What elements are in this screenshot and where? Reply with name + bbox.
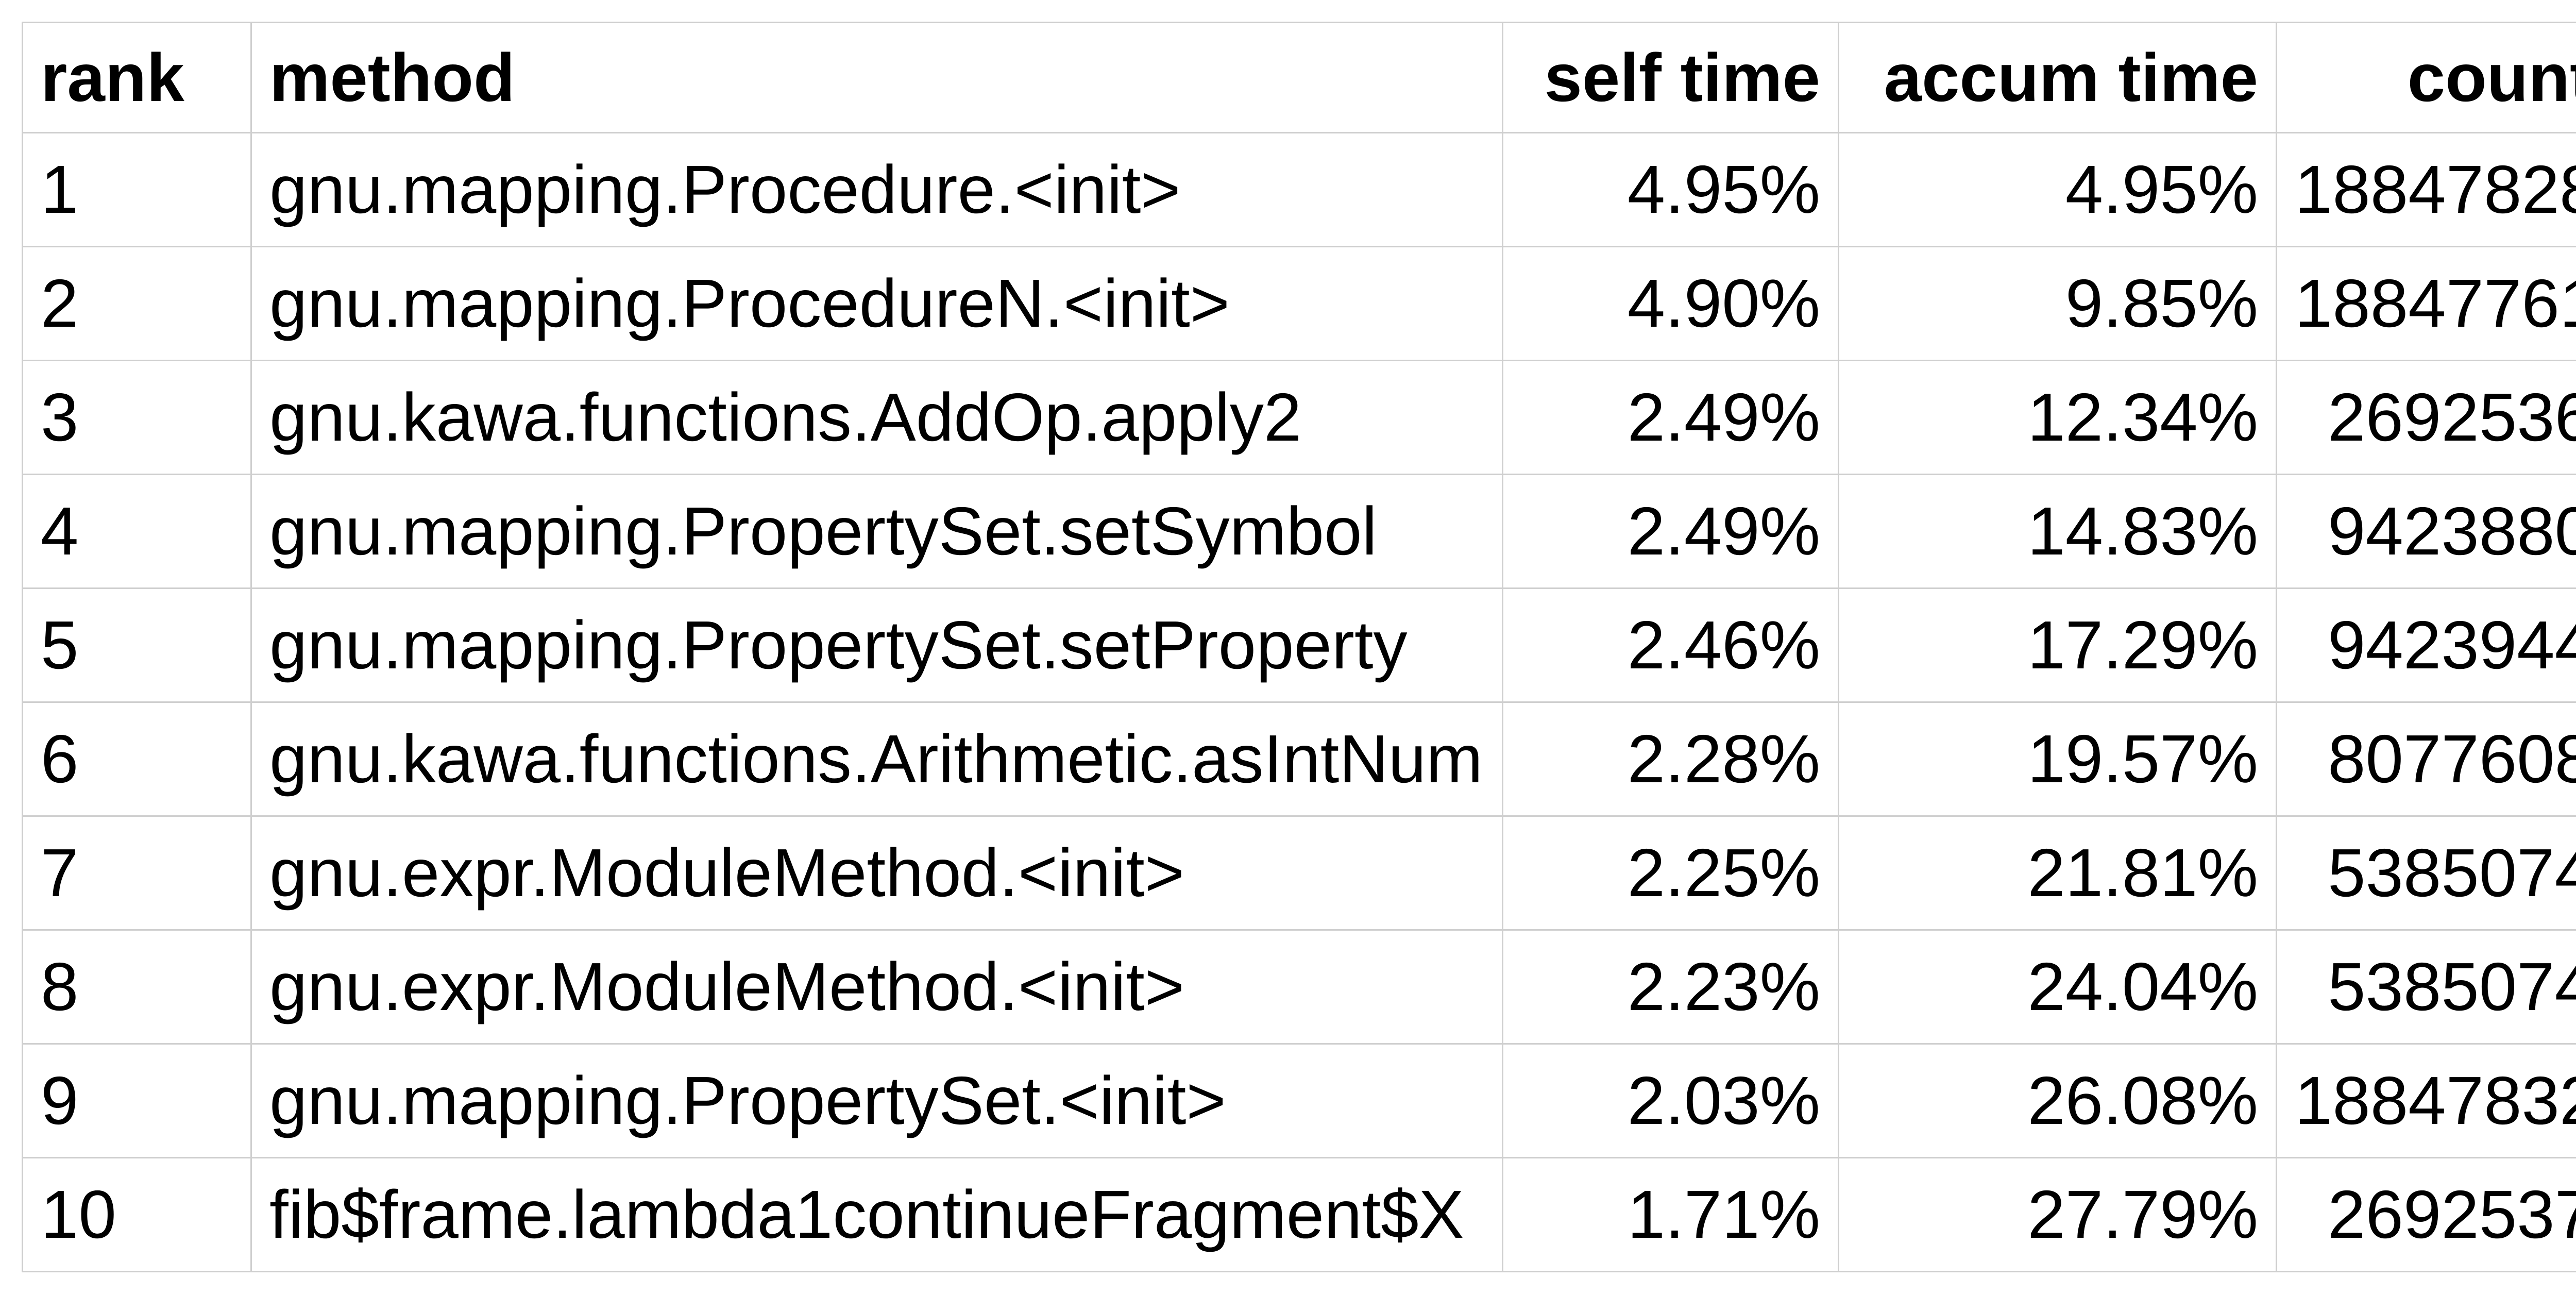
count-cell: 18847828 — [2276, 132, 2576, 247]
table-row: 3 gnu.kawa.functions.AddOp.apply2 2.49% … — [22, 360, 2576, 475]
rank-cell: 9 — [22, 1043, 252, 1158]
count-cell: 18847832 — [2276, 1043, 2576, 1158]
column-header-count: count — [2276, 22, 2576, 133]
table-row: 2 gnu.mapping.ProcedureN.<init> 4.90% 9.… — [22, 246, 2576, 361]
method-cell: gnu.mapping.Procedure.<init> — [250, 132, 1503, 247]
accum-time-cell: 17.29% — [1838, 587, 2277, 703]
rank-cell: 3 — [22, 360, 252, 475]
method-cell: gnu.mapping.ProcedureN.<init> — [250, 246, 1503, 361]
self-time-cell: 2.46% — [1502, 587, 1839, 703]
method-cell: gnu.kawa.functions.Arithmetic.asIntNum — [250, 701, 1503, 817]
rank-cell: 5 — [22, 587, 252, 703]
method-cell: gnu.kawa.functions.AddOp.apply2 — [250, 360, 1503, 475]
accum-time-cell: 19.57% — [1838, 701, 2277, 817]
count-cell: 18847761 — [2276, 246, 2576, 361]
self-time-cell: 4.95% — [1502, 132, 1839, 247]
count-cell: 9423944 — [2276, 587, 2576, 703]
accum-time-cell: 26.08% — [1838, 1043, 2277, 1158]
self-time-cell: 4.90% — [1502, 246, 1839, 361]
rank-cell: 1 — [22, 132, 252, 247]
accum-time-cell: 14.83% — [1838, 474, 2277, 589]
column-header-method: method — [250, 22, 1503, 133]
method-cell: gnu.expr.ModuleMethod.<init> — [250, 815, 1503, 931]
method-cell: gnu.expr.ModuleMethod.<init> — [250, 929, 1503, 1045]
self-time-cell: 2.49% — [1502, 360, 1839, 475]
self-time-cell: 2.49% — [1502, 474, 1839, 589]
profiler-table: rank method self time accum time count 1… — [22, 22, 2576, 1272]
method-cell: gnu.mapping.PropertySet.setSymbol — [250, 474, 1503, 589]
rank-cell: 10 — [22, 1157, 252, 1272]
table-row: 7 gnu.expr.ModuleMethod.<init> 2.25% 21.… — [22, 815, 2576, 931]
count-cell: 2692536 — [2276, 360, 2576, 475]
self-time-cell: 2.28% — [1502, 701, 1839, 817]
rank-cell: 2 — [22, 246, 252, 361]
accum-time-cell: 12.34% — [1838, 360, 2277, 475]
self-time-cell: 2.23% — [1502, 929, 1839, 1045]
self-time-cell: 2.25% — [1502, 815, 1839, 931]
table-body: 1 gnu.mapping.Procedure.<init> 4.95% 4.9… — [22, 132, 2576, 1272]
count-cell: 2692537 — [2276, 1157, 2576, 1272]
method-cell: gnu.mapping.PropertySet.setProperty — [250, 587, 1503, 703]
method-cell: gnu.mapping.PropertySet.<init> — [250, 1043, 1503, 1158]
header-row: rank method self time accum time count — [22, 22, 2576, 133]
column-header-accum-time: accum time — [1838, 22, 2277, 133]
accum-time-cell: 24.04% — [1838, 929, 2277, 1045]
count-cell: 8077608 — [2276, 701, 2576, 817]
rank-cell: 4 — [22, 474, 252, 589]
method-cell: fib$frame.lambda1continueFragment$X — [250, 1157, 1503, 1272]
table-row: 8 gnu.expr.ModuleMethod.<init> 2.23% 24.… — [22, 929, 2576, 1045]
accum-time-cell: 21.81% — [1838, 815, 2277, 931]
table-row: 9 gnu.mapping.PropertySet.<init> 2.03% 2… — [22, 1043, 2576, 1158]
table-row: 6 gnu.kawa.functions.Arithmetic.asIntNum… — [22, 701, 2576, 817]
table-row: 5 gnu.mapping.PropertySet.setProperty 2.… — [22, 587, 2576, 703]
accum-time-cell: 4.95% — [1838, 132, 2277, 247]
column-header-rank: rank — [22, 22, 252, 133]
self-time-cell: 1.71% — [1502, 1157, 1839, 1272]
count-cell: 9423880 — [2276, 474, 2576, 589]
accum-time-cell: 27.79% — [1838, 1157, 2277, 1272]
table-row: 1 gnu.mapping.Procedure.<init> 4.95% 4.9… — [22, 132, 2576, 247]
self-time-cell: 2.03% — [1502, 1043, 1839, 1158]
rank-cell: 7 — [22, 815, 252, 931]
count-cell: 5385074 — [2276, 929, 2576, 1045]
table-row: 4 gnu.mapping.PropertySet.setSymbol 2.49… — [22, 474, 2576, 589]
rank-cell: 8 — [22, 929, 252, 1045]
count-cell: 5385074 — [2276, 815, 2576, 931]
column-header-self-time: self time — [1502, 22, 1839, 133]
table-row: 10 fib$frame.lambda1continueFragment$X 1… — [22, 1157, 2576, 1272]
rank-cell: 6 — [22, 701, 252, 817]
accum-time-cell: 9.85% — [1838, 246, 2277, 361]
